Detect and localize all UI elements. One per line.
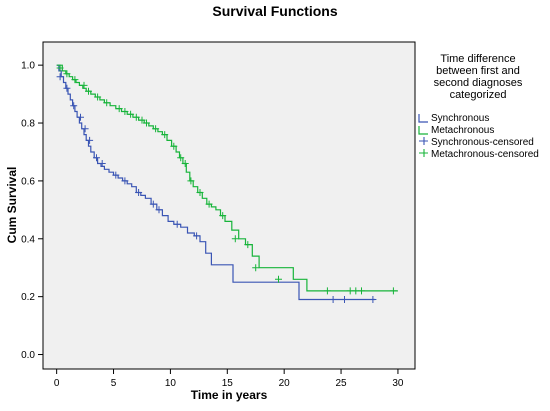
censor-mark	[121, 177, 129, 185]
censor-mark	[86, 136, 94, 144]
legend-label: Synchronous-censored	[431, 137, 534, 148]
censor-mark	[63, 84, 71, 92]
censor-mark	[205, 200, 213, 208]
chart-title: Survival Functions	[212, 3, 337, 19]
y-tick-label: 0.0	[21, 350, 35, 361]
censor-mark	[85, 87, 92, 95]
censor-mark	[329, 296, 337, 303]
censor-mark	[94, 93, 102, 101]
censor-mark	[77, 113, 84, 121]
x-tick-label: 5	[111, 378, 117, 389]
censor-mark	[103, 99, 111, 107]
axes: 0 5 10 15 20 25 30 0.0 0.2 0.4 0.6 0.8 1.0	[21, 61, 404, 389]
censor-mark	[112, 171, 120, 179]
censor-mark	[187, 177, 195, 185]
censor-mark	[143, 119, 150, 127]
x-tick-label: 10	[165, 378, 177, 389]
legend-title-line: second diagnoses	[434, 77, 523, 89]
y-tick-label: 0.6	[21, 176, 35, 187]
legend-entry: Metachronous-censored	[419, 149, 539, 160]
censor-mark	[81, 125, 89, 133]
censor-mark	[135, 189, 143, 196]
censor-mark	[63, 70, 71, 78]
legend-entry: Metachronous	[418, 125, 494, 136]
survival-curve-synchronous	[56, 64, 376, 301]
censor-mark	[132, 113, 140, 121]
censor-mark	[341, 296, 348, 303]
y-tick-label: 0.4	[21, 234, 35, 245]
plot-area	[42, 41, 416, 370]
censor-mark	[244, 241, 252, 249]
censor-mark	[127, 110, 135, 118]
legend-swatch	[419, 149, 428, 157]
x-tick-label: 15	[222, 378, 234, 389]
censor-mark	[170, 142, 178, 150]
censor-layer	[56, 64, 397, 303]
censor-mark	[161, 131, 169, 139]
censor-mark	[93, 154, 100, 162]
censor-mark	[121, 108, 129, 115]
censor-mark	[115, 105, 123, 113]
censor-mark	[173, 220, 181, 228]
x-tick-label: 20	[279, 378, 291, 389]
legend-title-line: categorized	[450, 89, 507, 101]
censor-mark	[71, 76, 79, 84]
censor-mark	[56, 73, 64, 81]
censor-mark	[56, 64, 64, 72]
censor-mark	[80, 81, 88, 89]
y-tick-label: 0.8	[21, 119, 35, 130]
y-tick-label: 1.0	[21, 61, 35, 72]
legend-label: Metachronous-censored	[431, 149, 539, 160]
legend-entry: Synchronous	[418, 113, 489, 124]
censor-mark	[252, 264, 260, 272]
censor-mark	[231, 235, 239, 243]
censor-mark	[369, 296, 377, 303]
y-axis-label: Cum Survival	[5, 167, 19, 244]
survival-curve-metachronous	[56, 64, 398, 292]
legend-title-line: between first and	[436, 65, 520, 77]
censor-mark	[275, 275, 282, 283]
series-layer	[56, 64, 398, 301]
censor-mark	[389, 287, 397, 295]
x-tick-label: 0	[54, 378, 60, 389]
censor-mark	[196, 189, 204, 196]
legend-label: Metachronous	[431, 125, 494, 136]
censor-mark	[149, 200, 157, 208]
legend-entry: Synchronous-censored	[419, 137, 534, 148]
censor-mark	[155, 206, 163, 214]
legend-swatch	[418, 126, 428, 135]
censor-mark	[181, 160, 189, 167]
censor-mark	[98, 160, 106, 167]
legend-label: Synchronous	[431, 113, 489, 124]
censor-mark	[152, 125, 160, 133]
censor-mark	[323, 287, 331, 295]
x-axis-label: Time in years	[191, 388, 268, 402]
censor-mark	[219, 212, 227, 220]
legend-title-line: Time difference	[440, 53, 515, 65]
censor-mark	[177, 154, 185, 162]
y-tick-label: 0.2	[21, 292, 35, 303]
legend-swatch	[418, 114, 428, 123]
censor-mark	[193, 232, 201, 240]
censor-mark	[138, 116, 146, 124]
x-tick-label: 25	[335, 378, 347, 389]
censor-mark	[358, 287, 365, 295]
legend-swatch	[419, 137, 428, 145]
censor-mark	[70, 102, 78, 110]
x-tick-label: 30	[392, 378, 404, 389]
